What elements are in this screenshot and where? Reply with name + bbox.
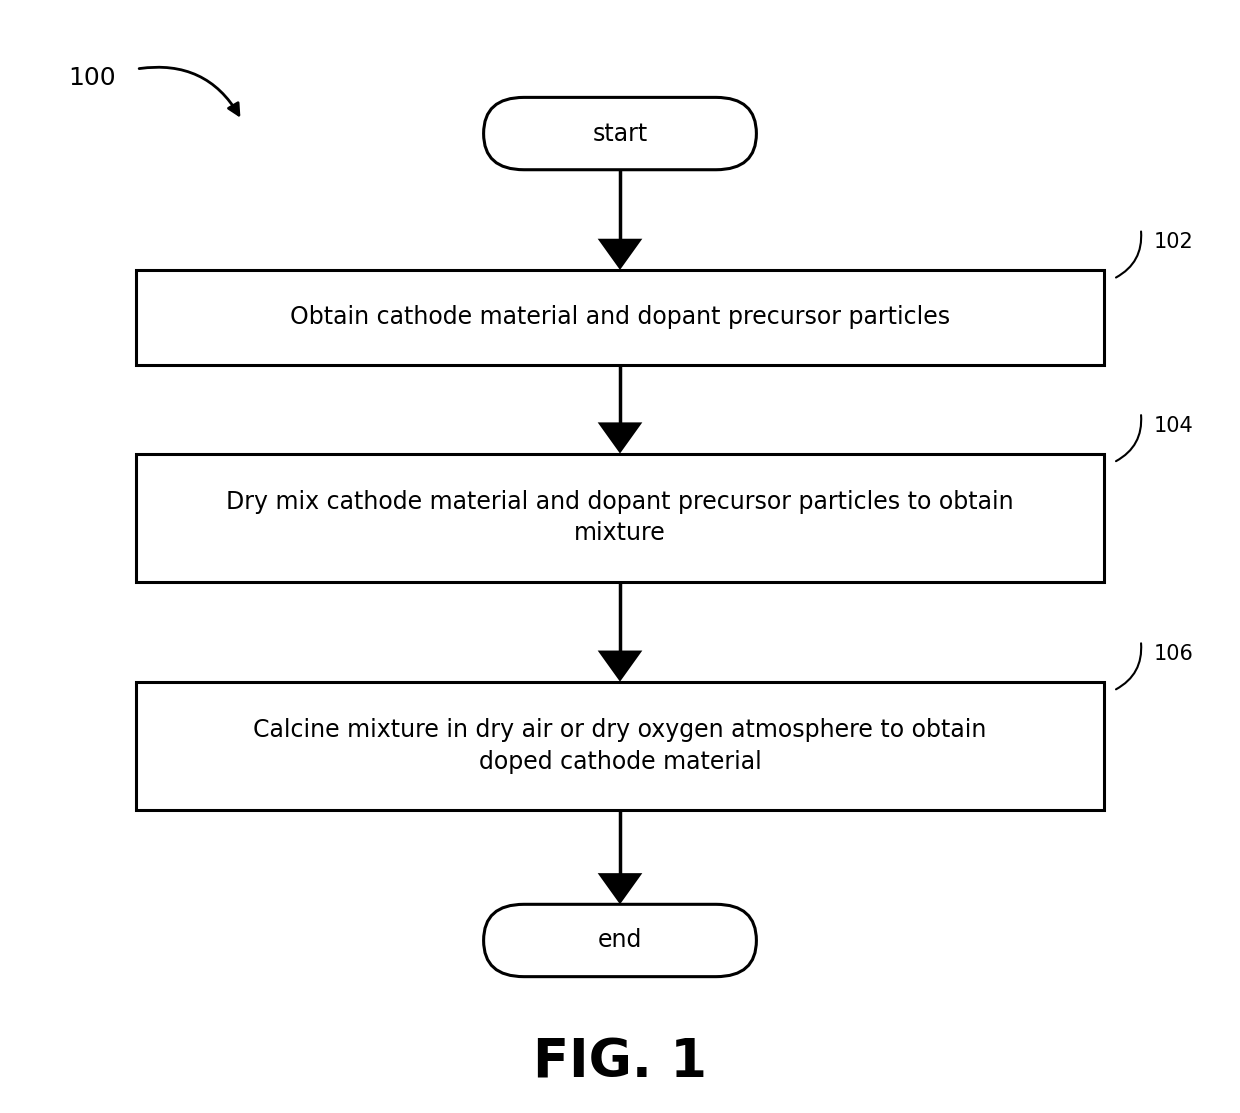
Polygon shape [598, 239, 642, 269]
FancyBboxPatch shape [484, 904, 756, 977]
Text: FIG. 1: FIG. 1 [533, 1037, 707, 1089]
Text: Calcine mixture in dry air or dry oxygen atmosphere to obtain
doped cathode mate: Calcine mixture in dry air or dry oxygen… [253, 718, 987, 774]
Text: 102: 102 [1153, 233, 1193, 252]
Polygon shape [598, 873, 642, 904]
Polygon shape [598, 650, 642, 681]
FancyBboxPatch shape [136, 454, 1104, 581]
FancyBboxPatch shape [484, 97, 756, 169]
Text: 106: 106 [1153, 644, 1193, 663]
Polygon shape [598, 422, 642, 454]
FancyBboxPatch shape [136, 681, 1104, 810]
Text: start: start [593, 121, 647, 146]
FancyBboxPatch shape [136, 269, 1104, 365]
Text: end: end [598, 928, 642, 953]
Text: Obtain cathode material and dopant precursor particles: Obtain cathode material and dopant precu… [290, 305, 950, 329]
Text: Dry mix cathode material and dopant precursor particles to obtain
mixture: Dry mix cathode material and dopant prec… [226, 490, 1014, 545]
Text: 104: 104 [1153, 416, 1193, 435]
Text: 100: 100 [68, 66, 115, 90]
